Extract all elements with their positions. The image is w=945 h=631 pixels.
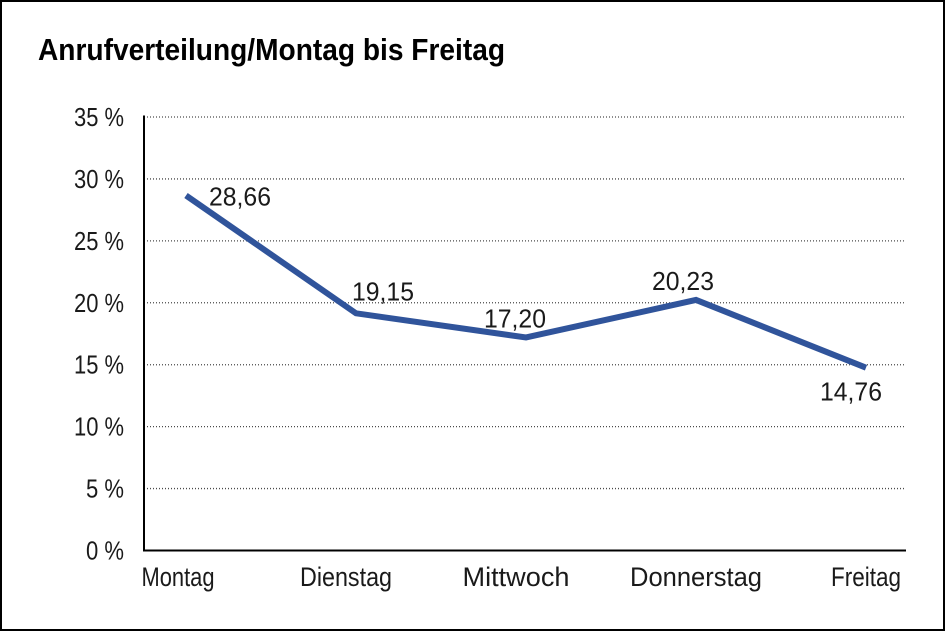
y-axis-tick-labels: 0 % 5 % 10 % 15 % 20 % 25 % 30 % 35 % [74,102,124,566]
series-line [184,193,868,371]
x-category-label: Donnerstag [630,562,762,592]
y-tick-label: 10 % [74,412,124,442]
y-tick-label: 5 % [86,474,124,504]
y-tick-label: 30 % [74,164,124,194]
chart-title: Anrufverteilung/Montag bis Freitag [38,32,505,67]
data-point-label: 17,20 [484,303,546,333]
x-category-label: Montag [142,562,215,592]
x-axis-category-labels: Montag Dienstag Mittwoch Donnerstag Freitag [142,562,902,592]
y-tick-label: 15 % [74,350,124,380]
y-tick-label: 20 % [74,288,124,318]
y-tick-label: 25 % [74,226,124,256]
y-tick-label: 0 % [86,536,124,566]
data-point-label: 19,15 [352,276,414,306]
data-point-label: 14,76 [820,377,882,407]
x-category-label: Dienstag [300,562,392,592]
series [184,193,868,371]
data-point-label: 20,23 [652,266,714,296]
x-category-label: Mittwoch [463,562,570,592]
data-point-label: 28,66 [209,182,271,212]
x-category-label: Freitag [831,562,901,592]
y-tick-label: 35 % [74,102,124,132]
gridlines [144,116,906,490]
data-point-labels: 28,66 19,15 17,20 20,23 14,76 [209,182,882,407]
